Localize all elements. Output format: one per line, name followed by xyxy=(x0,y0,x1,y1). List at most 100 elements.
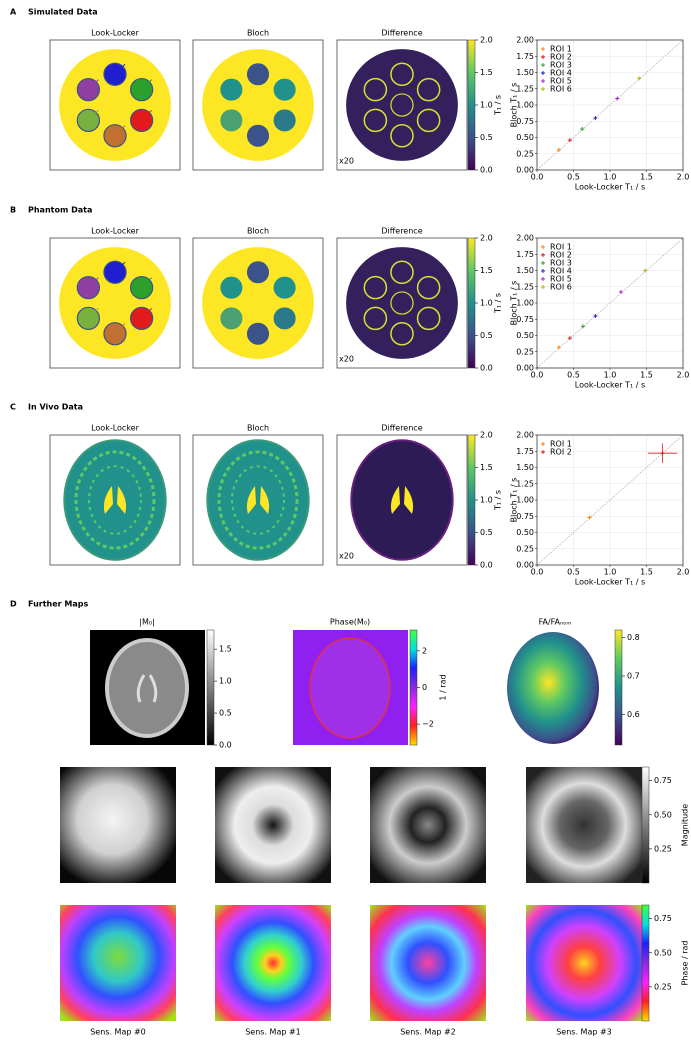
colorbar xyxy=(642,767,649,883)
colorbar-label: T₁ / s xyxy=(494,95,503,116)
brain xyxy=(310,638,390,738)
x-tick-label: 0.5 xyxy=(567,371,580,380)
legend-marker xyxy=(541,47,545,51)
map-title: Phase(M₀) xyxy=(330,618,370,627)
sens-phase xyxy=(370,905,486,1021)
colorbar-label: Magnitude xyxy=(681,804,690,846)
colorbar xyxy=(410,630,417,745)
sens-magnitude xyxy=(60,767,176,883)
colorbar-tick-label: 0 xyxy=(422,683,427,692)
legend-marker xyxy=(541,55,545,59)
map-title: Look-Locker xyxy=(91,29,140,38)
point xyxy=(557,345,561,349)
y-tick-label: 1.00 xyxy=(516,496,534,505)
colorbar-label: 1 / rad xyxy=(439,674,448,700)
sens-magnitude xyxy=(215,767,331,883)
colorbar-tick-label: 0.0 xyxy=(480,561,493,570)
x-tick-label: 1.0 xyxy=(604,371,617,380)
x-tick-label: 0.5 xyxy=(567,568,580,577)
y-tick-label: 0.25 xyxy=(516,544,534,553)
brain xyxy=(351,440,452,560)
legend-label: ROI 6 xyxy=(550,283,572,292)
colorbar-tick-label: 0.7 xyxy=(627,672,640,681)
legend-marker xyxy=(541,253,545,257)
colorbar-label: T₁ / s xyxy=(494,490,503,511)
sens-map-label: Sens. Map #0 xyxy=(90,1028,146,1037)
roi xyxy=(274,307,296,329)
colorbar-label: Phase / rad xyxy=(681,941,690,986)
map-title: Look-Locker xyxy=(91,424,140,433)
map-title: Bloch xyxy=(247,227,269,236)
x-tick-label: 1.0 xyxy=(604,173,617,182)
x-axis-label: Look-Locker T₁ / s xyxy=(575,578,645,587)
colorbar-tick-label: 1.0 xyxy=(480,299,493,308)
x-tick-label: 2.0 xyxy=(677,568,690,577)
roi xyxy=(274,109,296,131)
point xyxy=(568,336,572,340)
scale-note: x20 xyxy=(339,157,354,166)
y-tick-label: 0.00 xyxy=(516,364,534,373)
colorbar-tick-label: 2.0 xyxy=(480,36,493,45)
legend-marker xyxy=(541,87,545,91)
y-tick-label: 0.25 xyxy=(516,347,534,356)
legend-marker xyxy=(541,79,545,83)
y-tick-label: 0.50 xyxy=(516,133,534,142)
colorbar-tick-label: 0.25 xyxy=(654,982,672,991)
x-tick-label: 2.0 xyxy=(677,371,690,380)
colorbar-tick-label: 1.5 xyxy=(480,463,493,472)
roi xyxy=(220,79,242,101)
roi xyxy=(247,323,269,345)
y-tick-label: 1.25 xyxy=(516,282,534,291)
brain xyxy=(107,640,187,736)
panel-title: Further Maps xyxy=(28,600,88,609)
y-tick-label: 0.75 xyxy=(516,512,534,521)
y-tick-label: 1.50 xyxy=(516,68,534,77)
sens-phase xyxy=(215,905,331,1021)
y-tick-label: 1.00 xyxy=(516,299,534,308)
legend-marker xyxy=(541,71,545,75)
colorbar-tick-label: 1.0 xyxy=(219,677,232,686)
map-title: Bloch xyxy=(247,29,269,38)
colorbar-tick-label: 0.25 xyxy=(654,844,672,853)
panel-letter: A xyxy=(10,8,17,17)
phantom xyxy=(346,247,458,359)
legend-marker xyxy=(541,245,545,249)
x-axis-label: Look-Locker T₁ / s xyxy=(575,183,645,192)
y-tick-label: 0.00 xyxy=(516,561,534,570)
colorbar xyxy=(468,435,475,565)
map-title: FA/FAₙₒₘ xyxy=(539,618,572,627)
figure: ASimulated DataLook-LockerBlochDifferenc… xyxy=(0,0,691,1040)
colorbar-tick-label: 1.5 xyxy=(480,266,493,275)
x-tick-label: 1.5 xyxy=(640,371,653,380)
colorbar-tick-label: 2.0 xyxy=(480,234,493,243)
colorbar-tick-label: 0.5 xyxy=(480,331,493,340)
colorbar xyxy=(468,40,475,170)
y-tick-label: 1.50 xyxy=(516,463,534,472)
map-title: Difference xyxy=(381,29,422,38)
y-tick-label: 0.25 xyxy=(516,149,534,158)
x-tick-label: 1.5 xyxy=(640,173,653,182)
colorbar-tick-label: 0.0 xyxy=(480,166,493,175)
roi xyxy=(220,277,242,299)
colorbar xyxy=(207,630,214,745)
legend-label: ROI 2 xyxy=(550,448,572,457)
colorbar xyxy=(642,905,649,1021)
colorbar-tick-label: 0.0 xyxy=(219,741,232,750)
y-tick-label: 2.00 xyxy=(516,234,534,243)
y-tick-label: 2.00 xyxy=(516,36,534,45)
colorbar-tick-label: 1.5 xyxy=(219,645,232,654)
colorbar-tick-label: 0.5 xyxy=(480,133,493,142)
colorbar-tick-label: −2 xyxy=(422,720,434,729)
phantom xyxy=(346,49,458,161)
y-tick-label: 1.75 xyxy=(516,250,534,259)
colorbar-tick-label: 2 xyxy=(422,646,427,655)
y-tick-label: 1.50 xyxy=(516,266,534,275)
scale-note: x20 xyxy=(339,552,354,561)
map-title: Difference xyxy=(381,424,422,433)
x-tick-label: 1.5 xyxy=(640,568,653,577)
legend-marker xyxy=(541,285,545,289)
y-tick-label: 2.00 xyxy=(516,431,534,440)
sens-magnitude xyxy=(370,767,486,883)
colorbar-tick-label: 1.0 xyxy=(480,101,493,110)
sens-phase xyxy=(526,905,642,1021)
